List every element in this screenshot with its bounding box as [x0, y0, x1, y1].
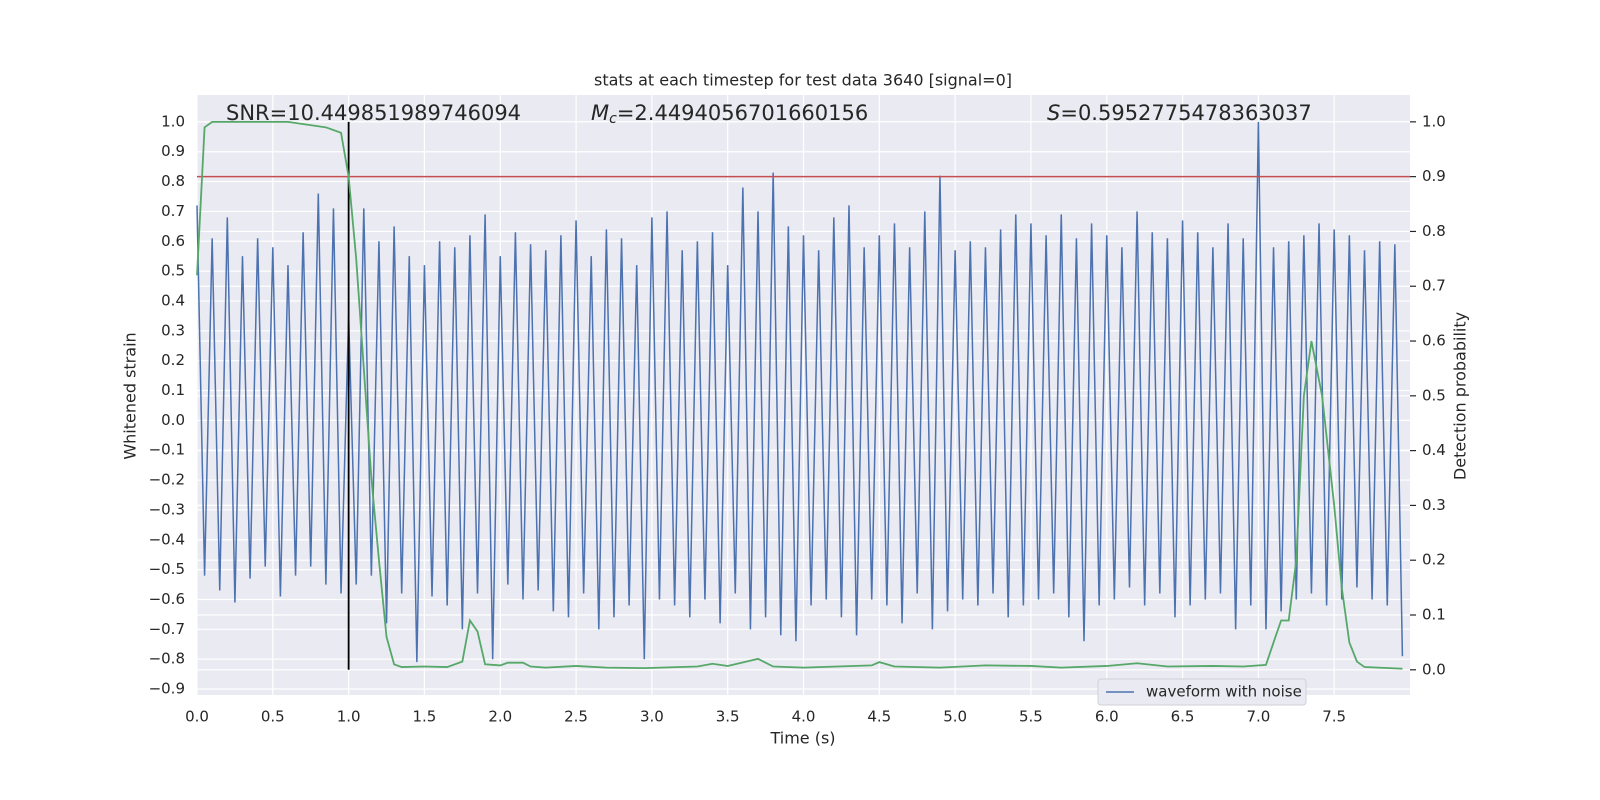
x-tick-label: 5.5: [1019, 708, 1043, 726]
x-tick-label: 1.0: [337, 708, 361, 726]
y-tick-label: −0.4: [149, 530, 185, 548]
x-tick-label: 3.0: [640, 708, 664, 726]
series-line: [196, 120, 1403, 670]
x-tick-label: 6.5: [1171, 708, 1195, 726]
y-tick-label: 0.0: [161, 411, 185, 429]
annotation: Mc=2.4494056701660156: [591, 101, 868, 127]
y-tick-label: −0.7: [149, 620, 185, 638]
annotation-symbol: M: [591, 101, 609, 125]
labels: 0.0 0.5 1.0 1.5 2.0 2.5 3.0 3.5 4.0 4.5 5.0 5.5 6.0 6…: [149, 101, 1446, 726]
x-tick-label: 5.0: [943, 708, 967, 726]
y-tick-label: 1.0: [161, 112, 185, 130]
annotation-text: =0.5952775478363037: [1060, 101, 1311, 125]
y2-tick-label: 0.1: [1422, 606, 1446, 624]
series-line: [196, 121, 1404, 663]
x-tick-label: 0.0: [185, 708, 209, 726]
annotation-symbol: S: [1047, 101, 1060, 125]
y-tick-label: 0.2: [161, 351, 185, 369]
y-axis-label: Whitened strain: [121, 332, 140, 459]
y-tick-label: −0.6: [149, 590, 185, 608]
y2-tick-label: 0.9: [1422, 167, 1446, 185]
annotation: S=0.5952775478363037: [1047, 101, 1312, 125]
y-tick-label: 0.4: [161, 291, 185, 309]
legend-label: waveform with noise: [1146, 683, 1302, 701]
x-tick-label: 0.5: [261, 708, 285, 726]
annotation-text: =2.4494056701660156: [617, 101, 868, 125]
y-tick-label: −0.8: [149, 650, 185, 668]
annotation-subscript: c: [609, 111, 617, 127]
annotation: SNR=10.449851989746094: [226, 101, 521, 125]
y-tick-label: −0.5: [149, 560, 185, 578]
x-axis-label: Time (s): [769, 729, 835, 748]
x-tick-label: 7.0: [1246, 708, 1270, 726]
x-tick-label: 7.5: [1322, 708, 1346, 726]
x-tick-label: 6.0: [1095, 708, 1119, 726]
legend-box: [1097, 678, 1307, 706]
y-tick-label: 0.8: [161, 172, 185, 190]
y2-tick-label: 0.3: [1422, 496, 1446, 514]
y-tick-label: 0.9: [161, 142, 185, 160]
x-tick-label: 1.5: [413, 708, 437, 726]
x-tick-label: 4.5: [867, 708, 891, 726]
y2-tick-label: 0.7: [1422, 277, 1446, 295]
y-tick-label: 0.3: [161, 321, 185, 339]
y-tick-label: −0.9: [149, 680, 185, 698]
y2-tick-label: 0.6: [1422, 332, 1446, 350]
x-tick-label: 2.5: [564, 708, 588, 726]
y2-tick-label: 0.8: [1422, 222, 1446, 240]
y-tick-label: −0.2: [149, 471, 185, 489]
y-tick-label: 0.7: [161, 202, 185, 220]
y-tick-label: −0.1: [149, 441, 185, 459]
y2-tick-label: 0.4: [1422, 441, 1446, 459]
x-tick-label: 4.0: [792, 708, 816, 726]
y2-tick-label: 0.0: [1422, 660, 1446, 678]
y2-tick-label: 0.2: [1422, 551, 1446, 569]
x-tick-label: 3.5: [716, 708, 740, 726]
y-tick-label: 0.5: [161, 262, 185, 280]
y2-tick-label: 0.5: [1422, 386, 1446, 404]
y2-axis-label: Detection probability: [1451, 312, 1470, 480]
chart-title: stats at each timestep for test data 364…: [594, 71, 1012, 90]
x-tick-label: 2.0: [488, 708, 512, 726]
marks: [196, 121, 1410, 671]
y-tick-label: 0.1: [161, 381, 185, 399]
y-tick-label: 0.6: [161, 232, 185, 250]
annotation-text: SNR=10.449851989746094: [226, 101, 521, 125]
y-tick-label: −0.3: [149, 500, 185, 518]
y2-tick-label: 1.0: [1422, 112, 1446, 130]
